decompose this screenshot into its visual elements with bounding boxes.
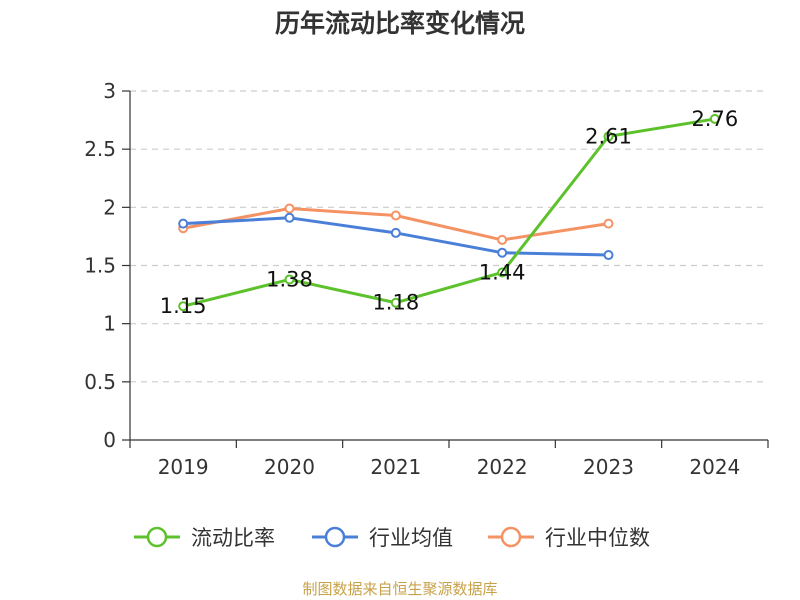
legend-item-1[interactable]: 行业均值 bbox=[312, 526, 453, 550]
data-point bbox=[390, 227, 401, 238]
grid bbox=[130, 90, 768, 383]
x-tick-label: 2022 bbox=[477, 455, 528, 479]
data-label: 2.76 bbox=[691, 107, 738, 131]
y-tick-label: 1.5 bbox=[84, 254, 116, 278]
x-tick-label: 2019 bbox=[158, 455, 209, 479]
legend-swatch-marker bbox=[146, 526, 168, 548]
data-point bbox=[284, 212, 295, 223]
data-point bbox=[284, 274, 295, 285]
legend-swatch-marker bbox=[324, 526, 346, 548]
data-point bbox=[497, 247, 508, 258]
data-label: 1.15 bbox=[160, 294, 207, 318]
y-tick-label: 2 bbox=[103, 195, 116, 219]
y-tick-label: 0.5 bbox=[84, 370, 116, 394]
x-tick-label: 2021 bbox=[370, 455, 421, 479]
data-point bbox=[390, 297, 401, 308]
legend-label: 行业中位数 bbox=[545, 526, 650, 550]
data-labels: 1.15 1.38 1.18 1.44 2.61 2.76 bbox=[160, 107, 738, 318]
y-tick-label: 1 bbox=[103, 312, 116, 336]
data-label: 1.44 bbox=[479, 260, 526, 284]
y-tick-label: 0 bbox=[103, 428, 116, 452]
series-line-0 bbox=[182, 117, 716, 308]
source-note: 制图数据来自恒生聚源数据库 bbox=[302, 580, 497, 598]
data-point bbox=[390, 210, 401, 221]
legend-label: 行业均值 bbox=[369, 526, 453, 550]
data-point bbox=[178, 301, 189, 312]
data-point bbox=[284, 203, 295, 214]
data-point bbox=[497, 267, 508, 278]
data-point bbox=[603, 250, 614, 261]
legend-item-2[interactable]: 行业中位数 bbox=[488, 526, 650, 550]
data-label: 1.38 bbox=[266, 267, 313, 291]
axes: 0 0.5 1 1.5 2 2.5 3 2019 2020 2021 2022 2023 2024 bbox=[84, 79, 769, 479]
legend-label: 流动比率 bbox=[191, 526, 275, 550]
data-point bbox=[603, 131, 614, 142]
y-tick-label: 2.5 bbox=[84, 137, 116, 161]
data-point bbox=[497, 234, 508, 245]
legend-swatch-marker bbox=[500, 526, 522, 548]
data-point bbox=[178, 218, 189, 229]
x-tick-label: 2023 bbox=[583, 455, 634, 479]
x-tick-label: 2020 bbox=[264, 455, 315, 479]
x-tick-label: 2024 bbox=[689, 455, 740, 479]
legend-item-0[interactable]: 流动比率 bbox=[134, 526, 275, 550]
data-point bbox=[709, 113, 720, 124]
data-label: 2.61 bbox=[585, 124, 632, 148]
series bbox=[178, 113, 720, 312]
legend[interactable]: 流动比率 行业均值 行业中位数 bbox=[134, 526, 650, 550]
chart-title: 历年流动比率变化情况 bbox=[275, 9, 525, 38]
data-point bbox=[603, 218, 614, 229]
data-label: 1.18 bbox=[372, 291, 419, 315]
y-tick-label: 3 bbox=[103, 79, 116, 103]
